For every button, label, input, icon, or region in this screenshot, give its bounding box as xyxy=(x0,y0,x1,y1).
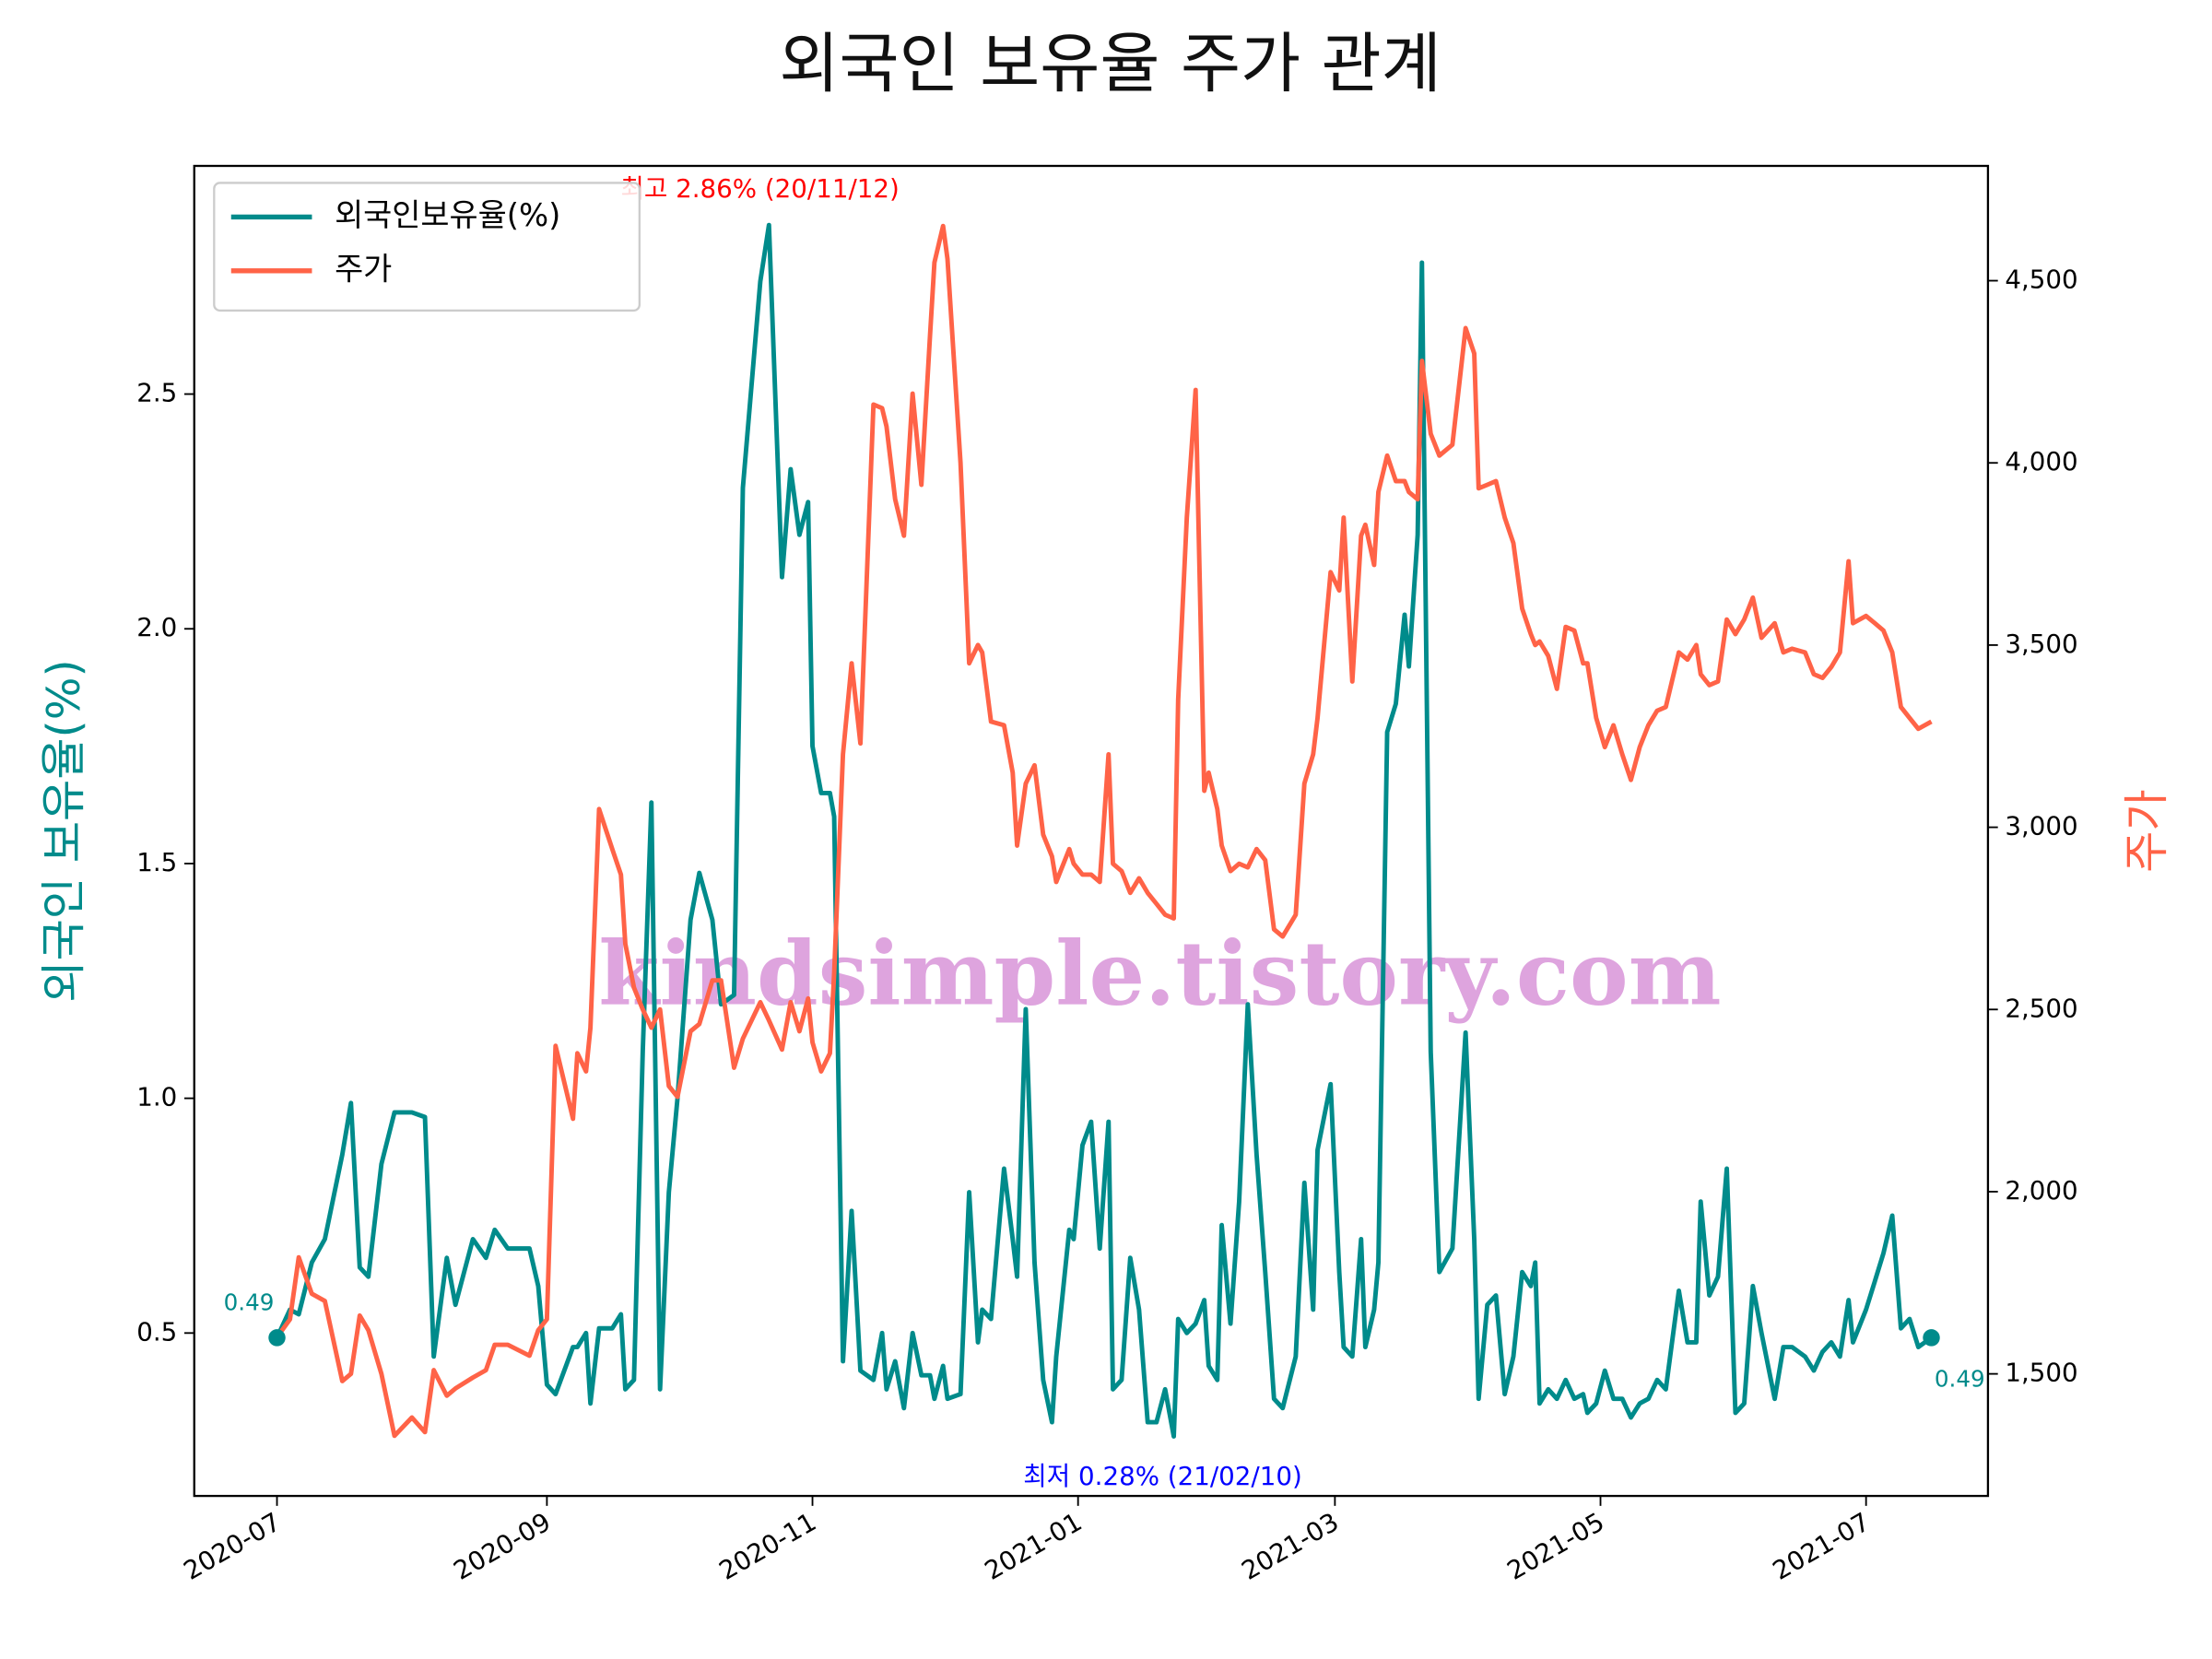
chart-title: 외국인 보유율 주가 관계 xyxy=(779,25,1441,101)
legend: 외국인보유율(%) 주가 xyxy=(213,182,641,312)
y2-axis-title: 주가 xyxy=(2120,789,2173,873)
y-tick-label: 1.5 xyxy=(136,847,177,877)
y2-tick-label: 4,000 xyxy=(2005,446,2077,477)
y2-tick-label: 1,500 xyxy=(2005,1358,2077,1388)
y-tick-label: 0.5 xyxy=(136,1316,177,1347)
min-annotation: 최저 0.28% (21/02/10) xyxy=(1023,1461,1301,1491)
legend-label: 주가 xyxy=(335,251,392,287)
y2-tick-label: 3,000 xyxy=(2005,811,2077,841)
endpoint-marker xyxy=(268,1329,286,1347)
y2-tick-label: 3,500 xyxy=(2005,629,2077,659)
watermark: kindsimple.tistory.com xyxy=(598,922,1721,1025)
legend-box xyxy=(213,182,641,312)
y-tick-label: 2.0 xyxy=(136,612,177,642)
legend-label: 외국인보유율(%) xyxy=(335,197,560,233)
endpoint-label: 0.49 xyxy=(1935,1366,1985,1393)
y-tick-label: 1.0 xyxy=(136,1082,177,1112)
y-tick-label: 2.5 xyxy=(136,378,177,408)
endpoint-marker xyxy=(1923,1329,1940,1347)
series-line xyxy=(275,223,1933,1439)
plot-frame xyxy=(193,164,1990,1498)
y2-tick-label: 2,000 xyxy=(2005,1175,2077,1206)
series-line xyxy=(275,222,1933,1439)
endpoint-label: 0.49 xyxy=(224,1288,275,1315)
y2-tick-label: 4,500 xyxy=(2005,265,2077,295)
y2-tick-label: 2,500 xyxy=(2005,993,2077,1023)
max-annotation: 최고 2.86% (20/11/12) xyxy=(620,173,899,204)
y-axis-title: 외국인 보유율(%) xyxy=(37,659,90,1003)
